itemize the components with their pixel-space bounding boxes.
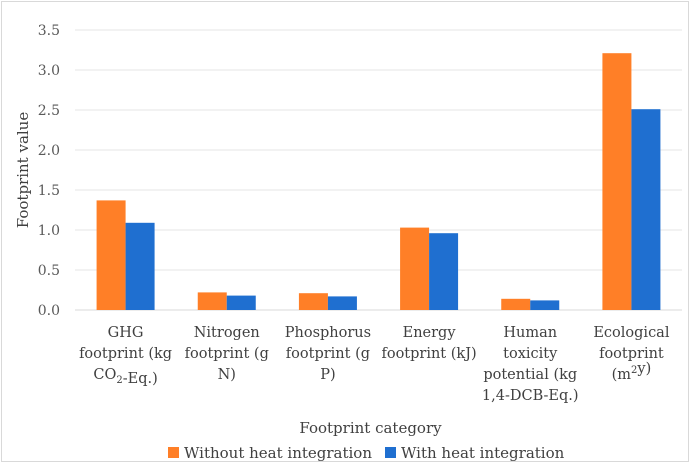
bar-without-heat-integration xyxy=(400,227,430,310)
bar-without-heat-integration xyxy=(197,292,227,310)
category-label: P) xyxy=(320,367,335,383)
category-label: (m2y) xyxy=(612,361,652,383)
category-labels: GHG footprint (kg CO2-Eq.) Nitrogen footprin… xyxy=(79,325,670,404)
legend-item: Without heat integration xyxy=(168,444,372,462)
legend-swatch xyxy=(168,447,179,458)
category-label: footprint (g xyxy=(286,346,370,362)
bar-without-heat-integration xyxy=(602,53,632,310)
y-tick-label: 1.0 xyxy=(38,223,60,239)
bar-without-heat-integration xyxy=(96,200,126,310)
category-label: footprint (kJ) xyxy=(381,346,476,362)
bar-with-heat-integration xyxy=(226,295,256,310)
legend-item: With heat integration xyxy=(385,444,565,462)
category-label: Energy xyxy=(403,325,457,341)
bar-with-heat-integration xyxy=(125,222,155,310)
category-label: CO2-Eq.) xyxy=(93,367,157,387)
category-label: footprint (kg xyxy=(79,346,172,362)
legend: Without heat integration With heat integr… xyxy=(168,444,565,462)
bar-with-heat-integration xyxy=(631,109,661,310)
category-label: N) xyxy=(218,367,236,383)
bars xyxy=(96,53,661,310)
category-label: footprint (g xyxy=(185,346,269,362)
category-label: Ecological xyxy=(593,325,669,341)
bar-without-heat-integration xyxy=(298,293,328,310)
y-axis-title: Footprint value xyxy=(14,112,32,229)
category-label: footprint xyxy=(599,346,664,362)
y-tick-label: 3.5 xyxy=(38,23,60,39)
category-label: potential (kg xyxy=(483,367,577,383)
y-tick-label: 1.5 xyxy=(38,183,60,199)
category-label: Nitrogen xyxy=(194,325,260,341)
legend-label: With heat integration xyxy=(401,444,565,462)
legend-swatch xyxy=(385,447,396,458)
y-tick-labels: 0.0 0.5 1.0 1.5 2.0 2.5 3.0 3.5 xyxy=(38,23,60,319)
y-tick-label: 0.5 xyxy=(38,263,60,279)
category-label: Human xyxy=(503,325,557,341)
bar-with-heat-integration xyxy=(327,296,357,310)
y-tick-label: 3.0 xyxy=(38,63,60,79)
gridlines xyxy=(75,29,682,311)
y-tick-label: 2.5 xyxy=(38,103,60,119)
y-tick-label: 2.0 xyxy=(38,143,60,159)
category-label: GHG xyxy=(108,325,144,341)
bar-with-heat-integration xyxy=(530,300,560,310)
category-label: 1,4-DCB-Eq.) xyxy=(482,388,579,404)
legend-label: Without heat integration xyxy=(184,444,372,462)
y-tick-label: 0.0 xyxy=(38,303,60,319)
category-label: Phosphorus xyxy=(285,325,371,341)
category-label: toxicity xyxy=(503,346,558,362)
x-axis-title: Footprint category xyxy=(299,419,442,437)
bar-with-heat-integration xyxy=(429,233,459,310)
bar-without-heat-integration xyxy=(501,298,531,310)
